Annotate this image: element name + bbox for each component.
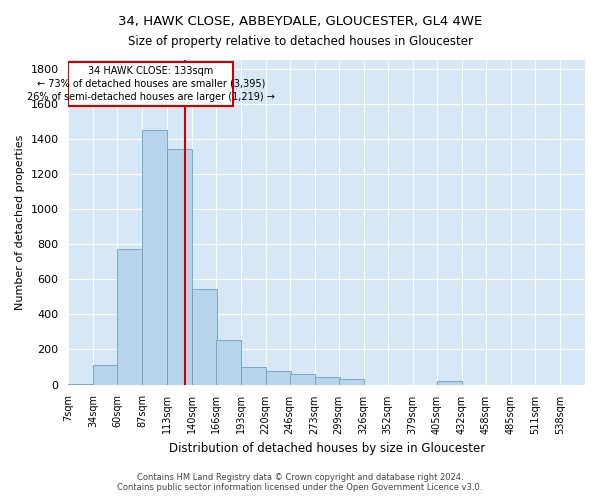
Bar [68, 62, 233, 106]
Bar [437, 381, 462, 384]
Bar [314, 376, 340, 384]
Text: 34 HAWK CLOSE: 133sqm: 34 HAWK CLOSE: 133sqm [88, 66, 214, 76]
Bar [118, 248, 142, 384]
Bar [191, 289, 217, 384]
Text: Size of property relative to detached houses in Gloucester: Size of property relative to detached ho… [128, 35, 473, 48]
X-axis label: Distribution of detached houses by size in Gloucester: Distribution of detached houses by size … [169, 442, 485, 455]
Bar [94, 366, 118, 384]
Bar [290, 374, 314, 384]
Bar [339, 380, 364, 384]
Text: 26% of semi-detached houses are larger (1,219) →: 26% of semi-detached houses are larger (… [27, 92, 275, 102]
Bar [142, 130, 167, 384]
Text: ← 73% of detached houses are smaller (3,395): ← 73% of detached houses are smaller (3,… [37, 78, 265, 88]
Bar [266, 372, 290, 384]
Bar [241, 367, 266, 384]
Bar [215, 340, 241, 384]
Bar [167, 150, 191, 384]
Text: Contains HM Land Registry data © Crown copyright and database right 2024.
Contai: Contains HM Land Registry data © Crown c… [118, 473, 482, 492]
Text: 34, HAWK CLOSE, ABBEYDALE, GLOUCESTER, GL4 4WE: 34, HAWK CLOSE, ABBEYDALE, GLOUCESTER, G… [118, 15, 482, 28]
Y-axis label: Number of detached properties: Number of detached properties [15, 134, 25, 310]
